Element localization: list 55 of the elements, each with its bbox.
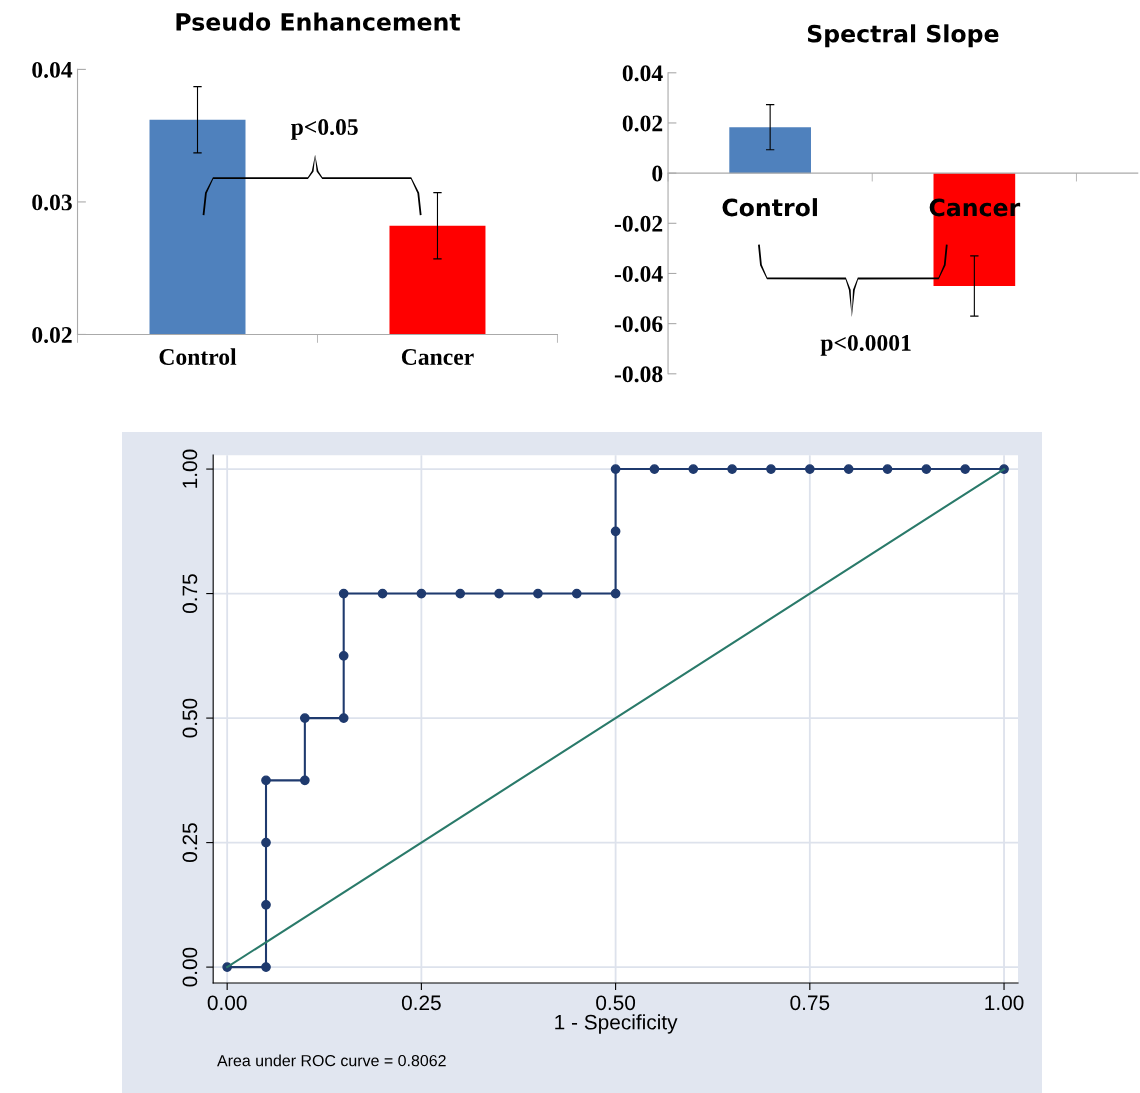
x-tick-label: 0.00 <box>207 995 247 1011</box>
y-tick-label: 0.03 <box>32 194 72 211</box>
point <box>882 464 893 474</box>
y-tick-label: 0.02 <box>622 115 663 132</box>
point <box>261 837 271 848</box>
point <box>533 588 543 599</box>
point <box>649 464 660 474</box>
point <box>416 588 427 599</box>
point <box>921 464 932 474</box>
x-tick-label: Control <box>159 348 237 365</box>
chart-title: Spectral Slope <box>807 24 999 48</box>
y-tick-label: 0.02 <box>32 326 72 343</box>
y-tick-label: -0.06 <box>614 316 663 333</box>
chart-title: Pseudo Enhancement <box>176 12 461 31</box>
point <box>960 464 971 474</box>
point <box>727 464 737 474</box>
point <box>610 464 621 474</box>
point <box>804 464 815 474</box>
x-tick-label: Cancer <box>401 349 474 365</box>
y-tick-label: 0.04 <box>32 61 73 78</box>
point <box>494 588 504 599</box>
x-tick-label: 0.75 <box>790 995 830 1011</box>
point <box>610 526 621 537</box>
point <box>766 464 776 474</box>
annotation: p<0.0001 <box>820 334 911 356</box>
y-tick-label: 0.25 <box>182 823 198 863</box>
text: Area under ROC curve = 0.8062 <box>217 1054 446 1067</box>
point <box>843 464 854 474</box>
point <box>455 588 466 599</box>
y-tick-label: -0.02 <box>614 215 663 232</box>
point <box>338 713 349 723</box>
x-tick-label: 1.00 <box>985 995 1024 1011</box>
point <box>377 588 388 599</box>
x-tick-label: Control <box>722 198 817 217</box>
y-tick-label: -0.04 <box>614 265 663 282</box>
x-axis-title: 1 - Specificity <box>555 1014 678 1034</box>
x-tick-label: 0.50 <box>596 995 636 1011</box>
point <box>299 713 310 723</box>
x-tick-label: 0.25 <box>401 995 441 1011</box>
y-tick-label: 0.75 <box>182 574 198 614</box>
point <box>571 588 582 599</box>
point <box>610 588 621 599</box>
point <box>261 899 271 910</box>
y-tick-label: 0.50 <box>182 698 198 738</box>
annotation: p<0.05 <box>291 119 358 140</box>
point <box>261 775 271 786</box>
point <box>338 588 349 599</box>
y-tick-label: -0.08 <box>614 366 663 383</box>
y-tick-label: 0.04 <box>622 65 663 82</box>
point <box>299 775 310 786</box>
point <box>688 464 699 474</box>
point <box>338 650 349 661</box>
y-tick-label: 1.00 <box>182 449 198 488</box>
y-tick-label: 0 <box>652 165 663 182</box>
point <box>261 962 271 972</box>
